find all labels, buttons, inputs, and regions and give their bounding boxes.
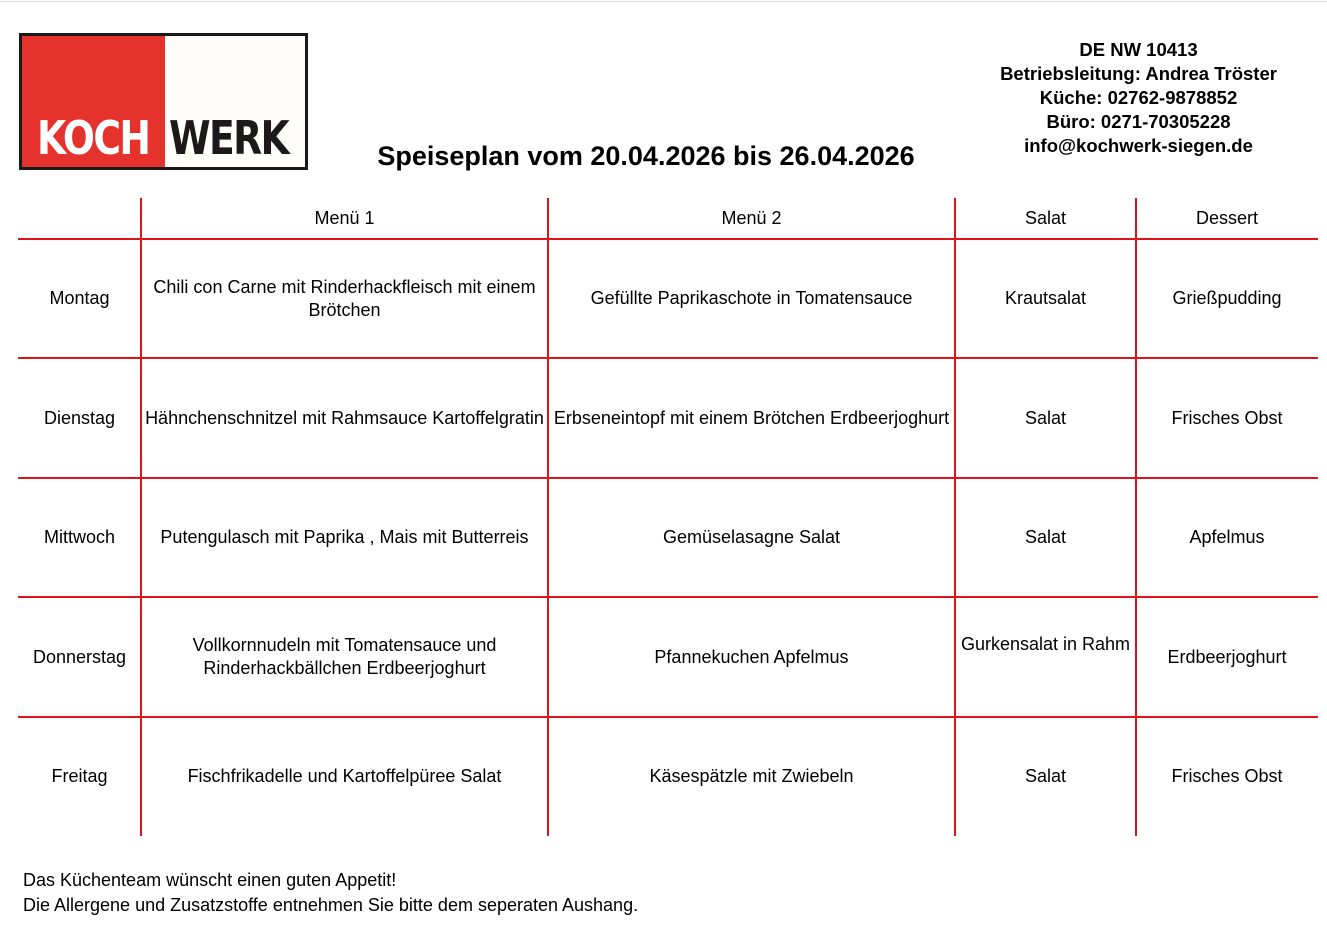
business-id: DE NW 10413 bbox=[1079, 39, 1198, 60]
table-cell: Käsespätzle mit Zwiebeln bbox=[549, 717, 954, 836]
table-cell: Krautsalat bbox=[956, 239, 1135, 358]
table-cell: Hähnchenschnitzel mit Rahmsauce Kartoffe… bbox=[142, 358, 547, 478]
day-cell-text: Mittwoch bbox=[43, 527, 115, 547]
column-divider bbox=[954, 198, 956, 836]
page-title: Speiseplan vom 20.04.2026 bis 26.04.2026 bbox=[377, 141, 915, 171]
dessert-cell-text: Frisches Obst bbox=[1171, 766, 1283, 786]
column-divider bbox=[1135, 198, 1137, 836]
day-cell-text: Dienstag bbox=[43, 407, 116, 428]
day-cell-text: Donnerstag bbox=[32, 646, 127, 667]
row-divider bbox=[18, 477, 1318, 479]
row-divider bbox=[18, 716, 1318, 718]
contact-info: DE NW 10413 Betriebsleitung: Andrea Trös… bbox=[960, 38, 1317, 158]
table-cell: Erbseneintopf mit einem Brötchen Erdbeer… bbox=[549, 358, 954, 478]
table-cell: Pfannekuchen Apfelmus bbox=[549, 597, 954, 717]
footer-greeting: Das Küchenteam wünscht einen guten Appet… bbox=[23, 870, 397, 890]
table-cell: Chili con Carne mit Rinderhackfleisch mi… bbox=[142, 239, 547, 358]
menu2-cell-text: Gemüselasagne Salat bbox=[662, 527, 841, 547]
day-cell-text: Montag bbox=[49, 288, 110, 308]
table-cell: Fischfrikadelle und Kartoffelpüree Salat bbox=[142, 717, 547, 836]
table-cell: Vollkornnudeln mit Tomatensauce und Rind… bbox=[142, 597, 547, 717]
row-divider bbox=[18, 596, 1318, 598]
table-cell: Frisches Obst bbox=[1137, 717, 1317, 836]
menu1-cell-text: Chili con Carne mit Rinderhackfleisch mi… bbox=[153, 276, 536, 320]
table-cell: Apfelmus bbox=[1137, 478, 1317, 597]
table-cell: Gemüselasagne Salat bbox=[549, 478, 954, 597]
menu1-cell-text: Vollkornnudeln mit Tomatensauce und Rind… bbox=[192, 635, 497, 678]
logo-text-koch: KOCH bbox=[37, 111, 151, 165]
table-cell: Menü 1 bbox=[142, 198, 547, 239]
salad-cell-text: Salat bbox=[1024, 407, 1067, 428]
table-cell: Mittwoch bbox=[19, 478, 140, 597]
row-divider bbox=[18, 357, 1318, 359]
table-cell: Frisches Obst bbox=[1137, 358, 1317, 478]
menu2-cell-text: Käsespätzle mit Zwiebeln bbox=[649, 766, 854, 786]
management: Betriebsleitung: Andrea Tröster bbox=[1000, 63, 1277, 84]
email: info@kochwerk-siegen.de bbox=[1024, 135, 1253, 156]
table-cell: Salat bbox=[956, 717, 1135, 836]
salad-cell-text: Salat bbox=[1024, 527, 1067, 547]
top-divider bbox=[0, 1, 1327, 2]
table-cell: Menü 2 bbox=[549, 198, 954, 239]
kochwerk-logo: KOCH WERK bbox=[19, 33, 308, 170]
table-cell: Erdbeerjoghurt bbox=[1137, 597, 1317, 717]
salad-cell-text: Gurkensalat in Rahm bbox=[960, 634, 1131, 654]
menu2-cell-text: Pfannekuchen Apfelmus bbox=[654, 646, 849, 667]
table-cell: Dienstag bbox=[19, 358, 140, 478]
footer-allergen-note: Die Allergene und Zusatzstoffe entnehmen… bbox=[23, 895, 639, 915]
menu2-cell-text: Erbseneintopf mit einem Brötchen Erdbeer… bbox=[553, 407, 950, 428]
salad-cell-text: Krautsalat bbox=[1004, 288, 1087, 308]
table-cell: Montag bbox=[19, 239, 140, 358]
column-header: Salat bbox=[1024, 208, 1067, 228]
footer: Das Küchenteam wünscht einen guten Appet… bbox=[23, 868, 638, 918]
dessert-cell-text: Frisches Obst bbox=[1171, 407, 1283, 428]
column-header: Menü 2 bbox=[721, 208, 782, 228]
table-cell: Gurkensalat in Rahm bbox=[956, 597, 1135, 717]
kitchen-phone: Küche: 02762-9878852 bbox=[1039, 87, 1238, 108]
menu2-cell-text: Gefüllte Paprikaschote in Tomatensauce bbox=[590, 288, 913, 308]
table-cell: Salat bbox=[956, 478, 1135, 597]
menu1-cell-text: Putengulasch mit Paprika , Mais mit Butt… bbox=[160, 527, 529, 547]
table-cell: Grießpudding bbox=[1137, 239, 1317, 358]
menu1-cell-text: Fischfrikadelle und Kartoffelpüree Salat bbox=[187, 766, 502, 786]
office-phone: Büro: 0271-70305228 bbox=[1046, 111, 1231, 132]
row-divider bbox=[18, 238, 1318, 240]
table-cell: Freitag bbox=[19, 717, 140, 836]
menu1-cell-text: Hähnchenschnitzel mit Rahmsauce Kartoffe… bbox=[145, 407, 544, 428]
table-cell: Putengulasch mit Paprika , Mais mit Butt… bbox=[142, 478, 547, 597]
logo-white-block: WERK bbox=[165, 36, 305, 167]
table-cell: Donnerstag bbox=[19, 597, 140, 717]
dessert-cell-text: Apfelmus bbox=[1189, 527, 1265, 547]
salad-cell-text: Salat bbox=[1024, 766, 1067, 786]
column-header: Menü 1 bbox=[314, 208, 375, 228]
table-cell: Salat bbox=[956, 198, 1135, 239]
table-cell: Dessert bbox=[1137, 198, 1317, 239]
table-cell: Salat bbox=[956, 358, 1135, 478]
logo-text-werk: WERK bbox=[169, 111, 290, 165]
dessert-cell-text: Grießpudding bbox=[1172, 288, 1282, 308]
column-divider bbox=[140, 198, 142, 836]
column-divider bbox=[547, 198, 549, 836]
column-header: Dessert bbox=[1195, 208, 1258, 228]
dessert-cell-text: Erdbeerjoghurt bbox=[1167, 646, 1287, 667]
table-cell: Gefüllte Paprikaschote in Tomatensauce bbox=[549, 239, 954, 358]
logo-red-block: KOCH bbox=[22, 36, 165, 167]
day-cell-text: Freitag bbox=[51, 766, 108, 786]
table-cell bbox=[19, 198, 140, 239]
